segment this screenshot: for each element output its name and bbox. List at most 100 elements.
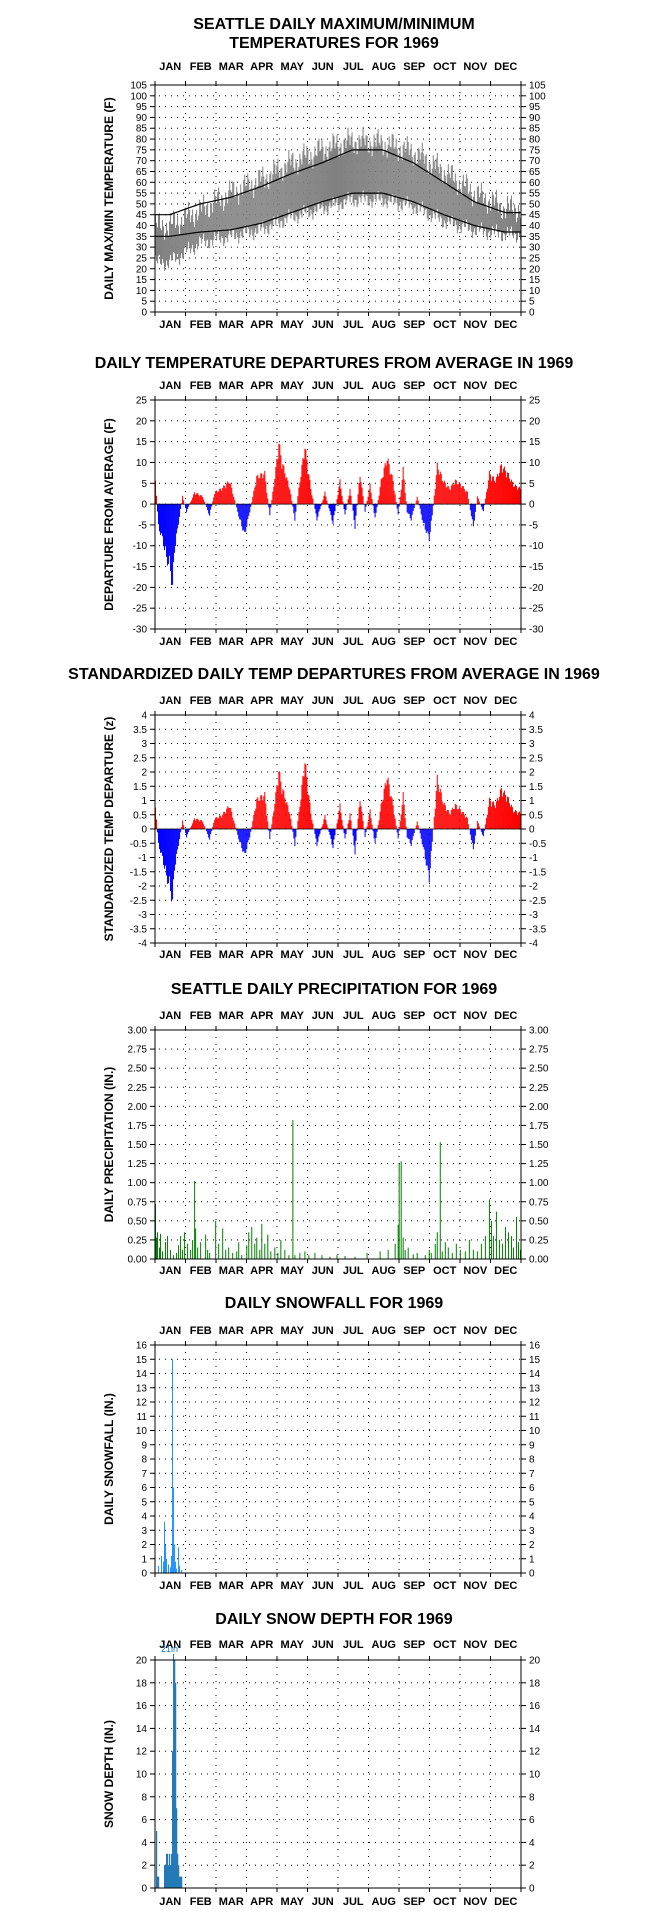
grid-dot (453, 1201, 454, 1203)
grid-dot (201, 1182, 202, 1184)
grid-dot (309, 116, 310, 118)
grid-dot (273, 899, 274, 901)
grid-dot (345, 106, 346, 108)
grid-dot (411, 586, 412, 588)
grid-dot (507, 524, 508, 526)
x-tick-label: JUN (312, 1265, 334, 1277)
departure-bar (348, 495, 350, 505)
departure-bar (434, 808, 436, 829)
grid-dot (315, 482, 316, 484)
departure-bar (225, 813, 227, 829)
grid-dot (201, 771, 202, 773)
departure-bar (372, 504, 374, 506)
grid-dot (189, 743, 190, 744)
grid-dot (177, 170, 178, 172)
grid-dot (507, 885, 508, 887)
grid-dot (393, 257, 394, 259)
grid-dot (321, 857, 322, 858)
grid-dot (513, 607, 514, 609)
grid-dot (387, 138, 388, 140)
grid-dot (249, 116, 250, 118)
grid-dot (195, 1048, 196, 1050)
departure-bar (259, 800, 261, 829)
grid-dot (477, 545, 478, 547)
grid-dot (207, 420, 208, 422)
departure-bar (485, 818, 487, 829)
departure-bar (375, 829, 377, 838)
grid-dot (471, 1067, 472, 1069)
grid-dot (435, 914, 436, 915)
grid-dot (297, 871, 298, 873)
grid-dot (201, 899, 202, 901)
grid-dot (369, 214, 370, 216)
grid-dot (339, 728, 340, 730)
grid-dot (423, 106, 424, 108)
grid-dot (297, 246, 298, 248)
grid-dot (381, 914, 382, 915)
grid-dot (447, 771, 448, 773)
grid-dot (501, 914, 502, 915)
grid-dot (411, 857, 412, 858)
grid-dot (177, 106, 178, 108)
grid-dot (195, 545, 196, 547)
grid-dot (345, 1067, 346, 1069)
grid-dot (495, 268, 496, 270)
grid-dot (249, 545, 250, 547)
grid-dot (165, 586, 166, 588)
y-tick-label: 1.00 (128, 1178, 148, 1189)
grid-dot (339, 545, 340, 547)
grid-dot (345, 1182, 346, 1184)
grid-dot (363, 524, 364, 526)
grid-dot (333, 127, 334, 129)
departure-bar (471, 504, 473, 520)
grid-dot (339, 149, 340, 151)
grid-dot (405, 814, 406, 816)
departure-bar (403, 804, 405, 829)
grid-dot (303, 1067, 304, 1069)
grid-dot (501, 524, 502, 526)
grid-dot (333, 1124, 334, 1126)
grid-dot (363, 914, 364, 915)
grid-dot (519, 1220, 520, 1222)
grid-dot (339, 482, 340, 484)
grid-dot (489, 1144, 490, 1145)
grid-dot (225, 441, 226, 443)
departure-bar (366, 826, 368, 829)
departure-bar (471, 829, 473, 843)
grid-dot (303, 268, 304, 270)
grid-dot (405, 842, 406, 844)
grid-dot (291, 1144, 292, 1145)
departure-bar (246, 829, 248, 849)
y-tick-label: -25 (529, 604, 544, 615)
grid-dot (453, 225, 454, 227)
grid-dot (411, 235, 412, 237)
grid-dot (213, 268, 214, 270)
y-tick-label: -15 (529, 562, 544, 573)
grid-dot (411, 268, 412, 270)
departure-bar (234, 823, 236, 829)
grid-dot (285, 268, 286, 270)
grid-dot (255, 566, 256, 568)
departure-bar (336, 823, 338, 829)
grid-dot (489, 771, 490, 773)
grid-dot (339, 127, 340, 129)
departure-bar (403, 479, 405, 505)
grid-dot (387, 1105, 388, 1107)
grid-dot (243, 566, 244, 568)
grid-dot (471, 757, 472, 759)
grid-dot (351, 885, 352, 887)
grid-dot (315, 106, 316, 108)
grid-dot (315, 842, 316, 844)
grid-dot (291, 1220, 292, 1222)
grid-dot (285, 1220, 286, 1222)
grid-dot (243, 800, 244, 801)
grid-dot (519, 800, 520, 801)
grid-dot (375, 482, 376, 484)
grid-dot (405, 246, 406, 248)
departure-bar (265, 481, 267, 505)
grid-dot (237, 1067, 238, 1069)
departure-bar (469, 504, 471, 511)
grid-dot (453, 441, 454, 443)
grid-dot (489, 842, 490, 844)
grid-dot (357, 545, 358, 547)
